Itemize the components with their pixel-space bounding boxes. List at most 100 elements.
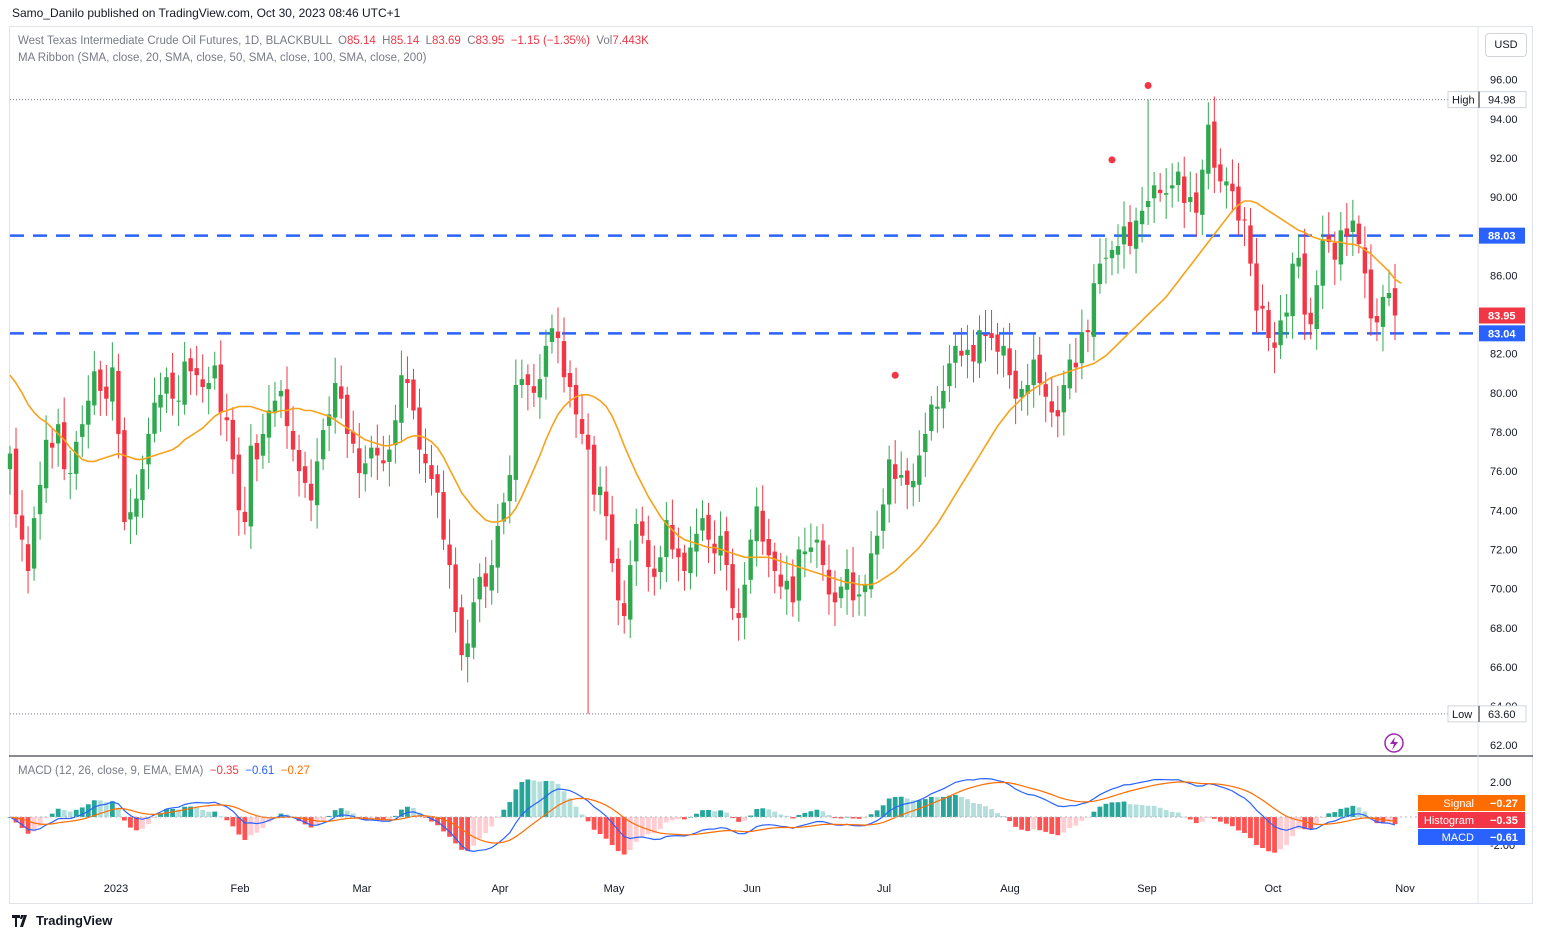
- macd-histogram-bar: [392, 815, 398, 817]
- footer-brand-label: TradingView: [36, 913, 113, 928]
- candle-body: [1169, 185, 1175, 189]
- candle-body: [7, 453, 13, 470]
- candle-body: [411, 379, 416, 411]
- price-tick-label: 74.00: [1490, 505, 1518, 517]
- candle-body: [212, 365, 217, 379]
- macd-histogram-bar: [1079, 817, 1085, 821]
- candle-body: [832, 592, 838, 603]
- candle-body: [706, 514, 711, 540]
- candle-body: [49, 442, 55, 448]
- currency-button[interactable]: USD: [1485, 33, 1527, 57]
- candle-body: [1290, 263, 1295, 317]
- candle-body: [1188, 197, 1193, 203]
- macd-histogram-bar: [657, 817, 663, 830]
- candle-body: [664, 520, 669, 558]
- candle-body: [989, 333, 994, 339]
- symbol-legend[interactable]: West Texas Intermediate Crude Oil Future…: [18, 35, 649, 47]
- candle-body: [260, 433, 266, 456]
- price-tick-label: 80.00: [1490, 388, 1518, 400]
- candle-body: [405, 379, 410, 384]
- macd-histogram-bar: [591, 817, 597, 830]
- macd-histogram-bar: [146, 817, 151, 825]
- macd-histogram-bar: [1332, 812, 1338, 817]
- candle-body: [525, 374, 531, 386]
- candle-body: [694, 533, 699, 552]
- macd-histogram-bar: [953, 794, 958, 817]
- signal-dot: [891, 371, 899, 379]
- candle-body: [483, 573, 488, 587]
- macd-histogram-bar: [1314, 817, 1320, 826]
- macd-legend[interactable]: MACD (12, 26, close, 9, EMA, EMA) −0.35 …: [18, 765, 310, 777]
- price-tick-label: 62.00: [1490, 740, 1518, 752]
- macd-histogram-bar: [338, 808, 344, 817]
- price-tick-label: 72.00: [1490, 544, 1518, 556]
- macd-histogram-bar: [1133, 804, 1139, 817]
- macd-tag-value: −0.61: [1490, 832, 1518, 844]
- macd-histogram-bar: [1163, 810, 1169, 817]
- candle-body: [531, 386, 537, 393]
- low-tag-value: 63.60: [1488, 709, 1516, 721]
- candle-body: [1079, 332, 1085, 364]
- candle-body: [1332, 242, 1337, 260]
- macd-histogram-bar: [844, 816, 850, 818]
- candle-body: [1194, 192, 1199, 213]
- tradingview-logo-icon: [12, 914, 27, 927]
- macd-histogram-bar: [37, 817, 43, 827]
- candle-body: [1109, 249, 1115, 259]
- macd-histogram-bar: [1260, 817, 1265, 849]
- time-label: Sep: [1137, 883, 1157, 895]
- macd-histogram-bar: [525, 779, 531, 817]
- footer-brand[interactable]: TradingView: [12, 913, 112, 928]
- macd-histogram-bar: [832, 817, 838, 819]
- level-tag-value: 88.03: [1488, 231, 1516, 243]
- macd-histogram-bar: [1043, 817, 1049, 832]
- candle-body: [314, 461, 320, 506]
- macd-histogram-bar: [989, 809, 994, 817]
- candle-body: [628, 565, 633, 620]
- candle-body: [844, 569, 850, 590]
- candle-body: [1176, 171, 1181, 186]
- signal-tag-box: [1418, 795, 1525, 811]
- macd-histogram-bar: [772, 811, 778, 817]
- candle-body: [941, 390, 946, 409]
- candle-body: [838, 586, 844, 599]
- candle-body: [495, 525, 500, 568]
- candle-body: [555, 331, 561, 339]
- candle-body: [1013, 370, 1018, 399]
- macd-histogram-bar: [1338, 808, 1344, 817]
- macd-histogram-bar: [1121, 801, 1127, 817]
- price-tick-label: 86.00: [1490, 270, 1518, 282]
- macd-histogram-bar: [1169, 811, 1175, 817]
- macd-histogram-bar: [965, 799, 970, 817]
- macd-histogram-bar: [332, 810, 338, 817]
- candle-body: [609, 514, 615, 564]
- candle-body: [899, 475, 904, 478]
- candle-body: [453, 564, 458, 613]
- candle-body: [1139, 210, 1145, 225]
- candle-body: [1236, 186, 1241, 221]
- macd-histogram-bar: [1115, 802, 1121, 817]
- macd-histogram-bar: [543, 780, 549, 817]
- candle-body: [170, 372, 175, 399]
- candle-body: [308, 483, 314, 501]
- high-tag-label: High: [1452, 95, 1475, 107]
- ma-ribbon-legend[interactable]: MA Ribbon (SMA, close, 20, SMA, close, 5…: [18, 52, 427, 64]
- macd-histogram-bar: [399, 809, 404, 817]
- macd-histogram-bar: [1344, 807, 1350, 817]
- candle-body: [658, 557, 663, 573]
- macd-histogram-bar: [1362, 811, 1368, 817]
- candle-body: [640, 521, 645, 536]
- macd-histogram-bar: [1217, 817, 1223, 822]
- level-tag-box: [1479, 227, 1525, 244]
- candle-body: [1392, 288, 1398, 316]
- macd-histogram-bar: [1326, 813, 1332, 817]
- macd-histogram-bar: [1019, 817, 1025, 830]
- macd-histogram-bar: [1139, 805, 1145, 817]
- candle-body: [1157, 189, 1163, 194]
- candle-body: [92, 371, 97, 406]
- candle-body: [345, 394, 350, 434]
- candle-body: [1127, 222, 1133, 247]
- lightning-bolt-icon: [1390, 737, 1398, 750]
- macd-tag-label: MACD: [1442, 832, 1474, 844]
